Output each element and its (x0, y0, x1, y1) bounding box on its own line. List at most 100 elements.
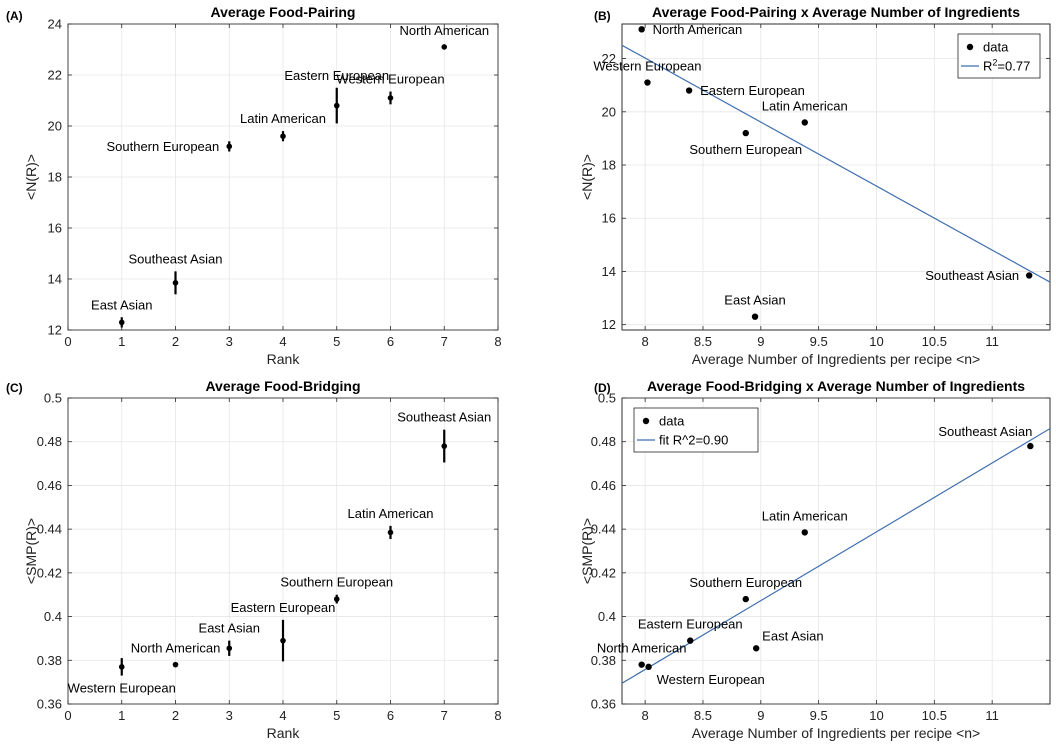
panel-letter: (D) (594, 381, 611, 395)
x-tick-label: 8 (642, 334, 649, 349)
y-tick-label: 0.38 (591, 653, 616, 668)
plot-border (621, 23, 1051, 331)
x-tick-label: 10 (869, 334, 883, 349)
y-tick-label: 22 (602, 51, 616, 66)
point-label: Southeast Asian (397, 410, 491, 425)
point-label: Southern European (106, 139, 219, 154)
y-tick-label: 0.42 (591, 565, 616, 580)
x-tick-label: 2 (172, 334, 179, 349)
data-point (1025, 272, 1033, 279)
point-label: North American (131, 641, 221, 656)
x-tick-label: 11 (985, 708, 999, 723)
x-tick-label: 1 (118, 708, 125, 723)
x-tick-label: 3 (226, 334, 233, 349)
y-tick-label: 0.46 (591, 478, 616, 493)
data-point (172, 280, 179, 286)
y-tick-label: 22 (48, 68, 62, 83)
x-tick-label: 4 (279, 708, 286, 723)
legend-box (633, 407, 759, 453)
chart-title: Average Food-Bridging (205, 378, 360, 394)
data-point (280, 637, 286, 644)
y-tick-label: 20 (602, 104, 616, 119)
point-label: East Asian (724, 293, 785, 308)
x-axis-label: Rank (267, 351, 301, 367)
x-tick-label: 5 (333, 334, 340, 349)
y-tick-label: 0.42 (37, 565, 62, 580)
point-label: Southeast Asian (938, 424, 1032, 439)
x-axis-label: Average Number of Ingredients per recipe… (692, 725, 980, 741)
x-tick-label: 6 (387, 708, 394, 723)
data-point (685, 87, 693, 94)
x-tick-label: 9 (757, 708, 764, 723)
fit-line (622, 44, 1050, 283)
chart-title: Average Food-Pairing (211, 4, 356, 20)
legend-entry: data (983, 40, 1009, 55)
point-label: East Asian (91, 297, 152, 312)
panel-letter: (B) (594, 9, 611, 23)
legend-marker (966, 43, 974, 51)
y-axis-label: <N(R)> (579, 154, 595, 200)
y-tick-label: 18 (48, 170, 62, 185)
legend-entry: R2=0.77 (983, 58, 1030, 74)
y-tick-label: 24 (48, 17, 62, 32)
x-tick-label: 2 (172, 708, 179, 723)
data-point (118, 319, 125, 326)
x-axis-label: Rank (267, 725, 301, 741)
x-tick-label: 10.5 (922, 334, 947, 349)
panel-letter: (C) (6, 381, 23, 395)
data-point (801, 529, 808, 536)
y-axis-label: <N(R)> (23, 154, 39, 200)
data-point (280, 133, 286, 139)
point-label: Western European (336, 72, 444, 87)
point-label: Latin American (762, 508, 848, 523)
y-tick-label: 12 (602, 317, 616, 332)
y-tick-label: 14 (48, 272, 62, 287)
data-point (638, 26, 645, 33)
data-point (333, 102, 340, 109)
data-point (742, 129, 749, 137)
x-tick-label: 8.5 (694, 708, 712, 723)
point-label: Southern European (689, 142, 802, 157)
data-point (801, 119, 808, 126)
legend-marker (642, 417, 650, 425)
legend-entry: data (659, 414, 685, 429)
point-label: Western European (68, 681, 176, 696)
x-tick-label: 9.5 (810, 708, 828, 723)
x-tick-label: 11 (985, 334, 999, 349)
x-tick-label: 7 (441, 708, 448, 723)
legend: data R2=0.77 (957, 33, 1041, 79)
data-point (441, 44, 448, 50)
data-point (333, 596, 340, 602)
x-tick-label: 1 (118, 334, 125, 349)
y-tick-label: 14 (602, 264, 616, 279)
data-point (118, 664, 125, 670)
point-label: North American (597, 641, 687, 656)
data-point (387, 529, 394, 536)
x-axis-label: Average Number of Ingredients per recipe… (692, 351, 980, 367)
x-tick-label: 8 (494, 708, 501, 723)
data-point (645, 663, 652, 671)
y-tick-label: 12 (48, 323, 62, 338)
point-label: Eastern European (638, 617, 743, 632)
data-point (1027, 442, 1034, 450)
data-point (751, 313, 759, 320)
legend: data fit R^2=0.90 (633, 407, 759, 453)
point-label: Southeast Asian (129, 251, 223, 266)
data-point (742, 595, 749, 603)
data-point (644, 79, 651, 86)
data-point (687, 637, 694, 644)
y-tick-label: 18 (602, 158, 616, 173)
y-tick-label: 0.44 (591, 522, 616, 537)
data-point (226, 143, 233, 150)
y-tick-label: 16 (602, 211, 616, 226)
y-tick-label: 0.38 (37, 653, 62, 668)
point-label: Eastern European (284, 68, 389, 83)
x-tick-label: 10 (869, 708, 883, 723)
x-tick-label: 0 (64, 334, 71, 349)
data-point (387, 95, 394, 101)
point-label: Eastern European (231, 600, 336, 615)
point-label: Latin American (762, 98, 848, 113)
data-point (172, 661, 179, 668)
point-label: North American (653, 22, 743, 37)
